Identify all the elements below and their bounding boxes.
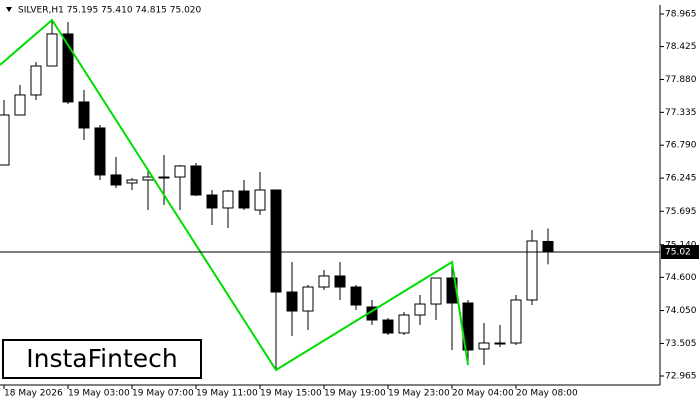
candle-body	[398, 314, 410, 334]
candle-body	[46, 33, 58, 67]
candle-body	[318, 275, 330, 288]
candle-body	[110, 174, 122, 186]
candle-body	[238, 190, 250, 209]
candle-body	[142, 176, 154, 181]
candle-body	[542, 240, 554, 253]
y-tick-label: 76.245	[665, 174, 697, 184]
candle-body	[494, 342, 506, 345]
x-tick-label: 19 May 23:00	[388, 389, 450, 399]
candle-body	[334, 275, 346, 288]
y-tick-label: 78.965	[665, 9, 697, 19]
x-tick-label: 19 May 03:00	[68, 389, 130, 399]
candle-body	[14, 94, 26, 116]
price-label-box	[661, 245, 699, 260]
x-tick-label: 18 May 2026	[4, 389, 63, 399]
watermark-box	[2, 339, 202, 379]
y-tick-label: 77.335	[665, 108, 697, 118]
candle-body	[30, 65, 42, 96]
candle-body	[382, 319, 394, 334]
candle-body	[158, 176, 170, 179]
pattern-line	[0, 18, 469, 372]
y-tick-label: 77.880	[665, 75, 697, 85]
candle-body	[350, 286, 362, 306]
chart-title: SILVER,H1 75.195 75.410 74.815 75.020	[18, 6, 202, 16]
candle-body	[62, 33, 74, 103]
candle-body	[478, 342, 490, 350]
watermark: InstaFintech	[26, 344, 178, 373]
candle-body	[190, 165, 202, 196]
candle-body	[206, 194, 218, 209]
x-tick-label: 20 May 04:00	[452, 389, 514, 399]
x-tick-label: 19 May 15:00	[260, 389, 322, 399]
y-tick-label: 72.965	[665, 372, 697, 382]
candle-body	[254, 189, 266, 211]
candle-body	[94, 127, 106, 176]
candle-body	[222, 190, 234, 209]
candle-body	[302, 286, 314, 312]
price-label: 75.02	[665, 248, 691, 258]
y-tick-label: 74.600	[665, 273, 697, 283]
x-tick-label: 20 May 08:00	[516, 389, 578, 399]
candle-body	[126, 179, 138, 184]
y-tick-label: 74.050	[665, 306, 697, 316]
y-tick-label: 78.425	[665, 42, 697, 52]
menu-icon[interactable]	[6, 7, 12, 12]
x-tick-label: 19 May 19:00	[324, 389, 386, 399]
y-tick-label: 75.695	[665, 207, 697, 217]
candle-body	[414, 303, 426, 316]
x-tick-label: 19 May 07:00	[132, 389, 194, 399]
candle-body	[286, 291, 298, 312]
candle-body	[430, 277, 442, 305]
candle-body	[510, 299, 522, 344]
candle-body	[526, 240, 538, 301]
candle-body	[78, 101, 90, 129]
y-tick-label: 73.505	[665, 339, 697, 349]
y-tick-label: 76.790	[665, 141, 697, 151]
x-tick-label: 19 May 11:00	[196, 389, 258, 399]
candle-body	[0, 114, 10, 166]
candle-body	[270, 189, 282, 293]
candle-body	[174, 165, 186, 178]
